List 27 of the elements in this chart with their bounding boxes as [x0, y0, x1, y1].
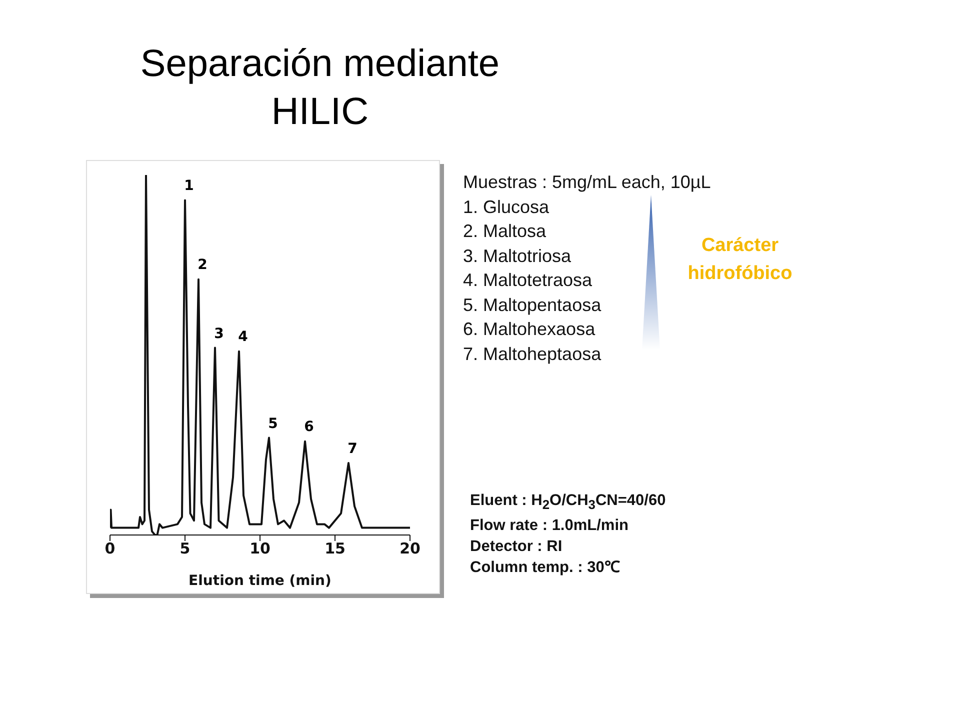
- text: 5. Maltopentaosa: [463, 294, 602, 314]
- text: Detector : RI: [470, 538, 562, 556]
- chart-title: Separación mediante HILIC: [139, 42, 501, 135]
- annotation: 6: [303, 419, 315, 436]
- annotation: 3: [213, 326, 225, 342]
- text: 7. Maltoheptaosa: [463, 344, 602, 364]
- text: Carácter hidrofóbico: [688, 235, 792, 284]
- x-tick-label: 15: [324, 540, 346, 558]
- x-tick-label: 5: [180, 540, 190, 558]
- text: 6. Maltohexaosa: [463, 319, 596, 339]
- text: 1. Glucosa: [463, 196, 550, 216]
- text: Flow rate : 1.0mL/min: [470, 517, 628, 534]
- text: 4. Maltotetraosa: [463, 270, 592, 290]
- annotation: 5: [267, 416, 279, 432]
- text: Muestras : 5mg/mL each, 10µL: [463, 172, 711, 192]
- x-axis-title: Elution time (min): [188, 573, 332, 589]
- x-tick-label: 10: [250, 540, 270, 558]
- annotation: 2: [196, 257, 208, 274]
- x-tick-label: 20: [400, 540, 420, 558]
- text: Eluent : H$_{2}$O/CH$_{3}$CN=40/60: [470, 492, 666, 512]
- annotation: 4: [237, 329, 249, 346]
- x-tick-label: 0: [104, 540, 116, 558]
- text: Column temp. : 30℃: [470, 559, 620, 576]
- annotation: 7: [346, 441, 358, 457]
- annotation: 1: [183, 178, 195, 194]
- text: 2. Maltosa: [463, 221, 546, 241]
- text: 3. Maltotriosa: [463, 246, 572, 266]
